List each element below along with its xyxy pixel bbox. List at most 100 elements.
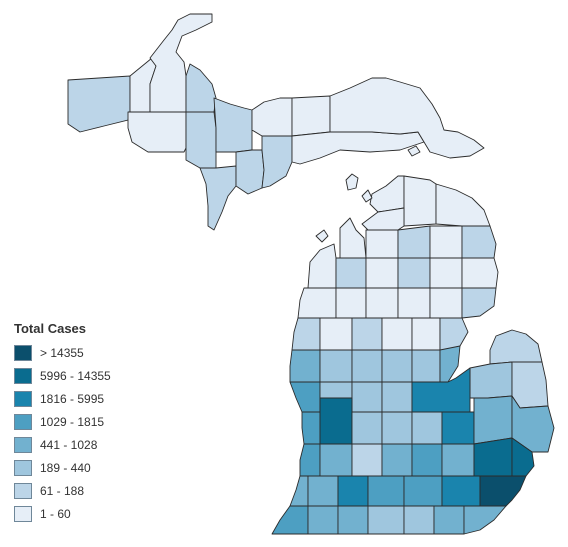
county	[289, 381, 321, 413]
legend-item: 5996 - 14355	[14, 364, 144, 387]
county	[251, 97, 293, 137]
legend-item: 441 - 1028	[14, 433, 144, 456]
county	[397, 225, 431, 259]
county	[397, 257, 431, 289]
county	[235, 149, 265, 195]
county	[335, 287, 367, 319]
county	[479, 475, 527, 507]
county	[261, 135, 293, 189]
county	[473, 437, 513, 477]
county	[381, 411, 413, 445]
county	[365, 229, 399, 259]
county	[319, 443, 353, 477]
legend: Total Cases > 14355 5996 - 14355 1816 - 59…	[14, 321, 144, 525]
county	[367, 475, 405, 507]
county	[381, 381, 413, 413]
county	[351, 443, 383, 477]
county	[185, 111, 217, 169]
county	[213, 97, 253, 153]
county	[289, 475, 309, 507]
legend-label: 441 - 1028	[40, 437, 98, 452]
legend-swatch	[14, 482, 32, 499]
county	[307, 243, 337, 289]
county	[307, 505, 339, 535]
county	[67, 75, 131, 133]
county	[511, 437, 535, 477]
county	[441, 443, 475, 477]
county	[411, 317, 441, 351]
county	[127, 111, 187, 153]
county	[319, 397, 353, 445]
county	[381, 443, 413, 477]
county	[489, 329, 543, 365]
county	[301, 411, 321, 445]
county	[441, 411, 475, 445]
legend-swatch	[14, 505, 32, 522]
county	[381, 349, 413, 383]
county	[185, 63, 217, 113]
county	[411, 443, 443, 477]
county	[381, 317, 413, 351]
legend-title: Total Cases	[14, 321, 87, 336]
legend-label: 61 - 188	[40, 483, 85, 498]
legend-label: 189 - 440	[40, 460, 91, 475]
county	[291, 131, 425, 165]
county	[469, 361, 513, 399]
county	[271, 505, 309, 535]
county	[461, 287, 497, 319]
county	[461, 225, 497, 259]
county	[403, 475, 443, 507]
county	[351, 411, 383, 445]
county	[369, 175, 405, 213]
county	[411, 411, 443, 445]
county	[473, 395, 513, 445]
county	[291, 95, 331, 137]
county	[199, 165, 237, 231]
county	[351, 381, 383, 413]
county	[439, 317, 469, 351]
legend-swatch	[14, 436, 32, 453]
legend-label: 1816 - 5995	[40, 391, 105, 406]
legend-swatch	[14, 344, 32, 361]
county	[365, 257, 399, 289]
county	[403, 505, 435, 535]
legend-item: 1029 - 1815	[14, 410, 144, 433]
county	[411, 349, 441, 383]
county	[365, 287, 399, 319]
legend-items: > 14355 5996 - 14355 1816 - 5995 1029 - 181…	[14, 341, 144, 525]
island	[407, 145, 421, 157]
county	[335, 257, 367, 289]
county	[337, 475, 369, 507]
island	[361, 189, 373, 203]
county	[297, 287, 337, 319]
legend-label: 5996 - 14355	[40, 368, 111, 383]
county	[463, 505, 507, 535]
island	[315, 229, 329, 243]
county	[403, 175, 437, 227]
island	[345, 173, 359, 191]
county	[319, 317, 353, 351]
county	[307, 475, 339, 507]
legend-label: 1 - 60	[40, 506, 71, 521]
county	[351, 349, 383, 383]
county	[361, 207, 405, 231]
islands	[315, 145, 421, 243]
legend-swatch	[14, 413, 32, 430]
county	[397, 287, 431, 319]
county	[441, 475, 481, 507]
county	[289, 349, 321, 383]
legend-item: 61 - 188	[14, 479, 144, 502]
legend-label: > 14355	[40, 345, 84, 360]
county	[329, 77, 485, 159]
legend-swatch	[14, 367, 32, 384]
county	[351, 317, 383, 351]
county	[435, 183, 491, 227]
county	[337, 505, 369, 535]
county	[433, 505, 465, 535]
county	[461, 257, 499, 289]
county	[439, 345, 461, 383]
county-shapes	[67, 13, 555, 535]
legend-item: > 14355	[14, 341, 144, 364]
legend-item: 189 - 440	[14, 456, 144, 479]
